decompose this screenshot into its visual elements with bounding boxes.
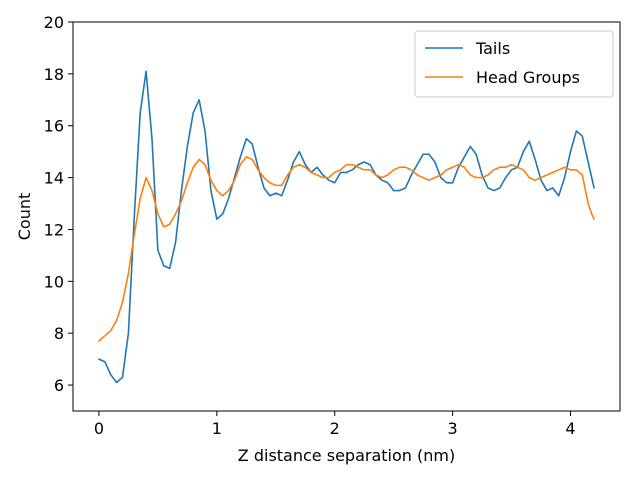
x-tick-label: 1 bbox=[212, 419, 222, 438]
y-tick-label: 20 bbox=[44, 13, 64, 32]
x-axis-label: Z distance separation (nm) bbox=[238, 446, 455, 465]
y-tick-label: 8 bbox=[54, 324, 64, 343]
y-axis-label: Count bbox=[15, 193, 34, 241]
x-tick-label: 4 bbox=[565, 419, 575, 438]
y-axis-ticks: 6 8 10 12 14 16 18 20 bbox=[44, 13, 73, 395]
x-tick-label: 3 bbox=[448, 419, 458, 438]
y-tick-label: 16 bbox=[44, 117, 64, 136]
x-axis-ticks: 0 1 2 3 4 bbox=[94, 411, 576, 438]
y-tick-label: 14 bbox=[44, 169, 64, 188]
legend-label-head-groups: Head Groups bbox=[476, 68, 580, 87]
y-tick-label: 10 bbox=[44, 272, 64, 291]
y-tick-label: 12 bbox=[44, 220, 64, 239]
series-line-tails bbox=[98, 70, 595, 384]
legend-box bbox=[414, 30, 614, 98]
y-tick-label: 6 bbox=[54, 376, 64, 395]
plot-lines bbox=[98, 70, 595, 384]
y-tick-label: 18 bbox=[44, 65, 64, 84]
x-tick-label: 0 bbox=[94, 419, 104, 438]
legend: Tails Head Groups bbox=[414, 30, 614, 98]
legend-label-tails: Tails bbox=[475, 39, 510, 58]
x-tick-label: 2 bbox=[330, 419, 340, 438]
plot-frame bbox=[72, 21, 621, 412]
series-line-head-groups bbox=[98, 156, 595, 342]
